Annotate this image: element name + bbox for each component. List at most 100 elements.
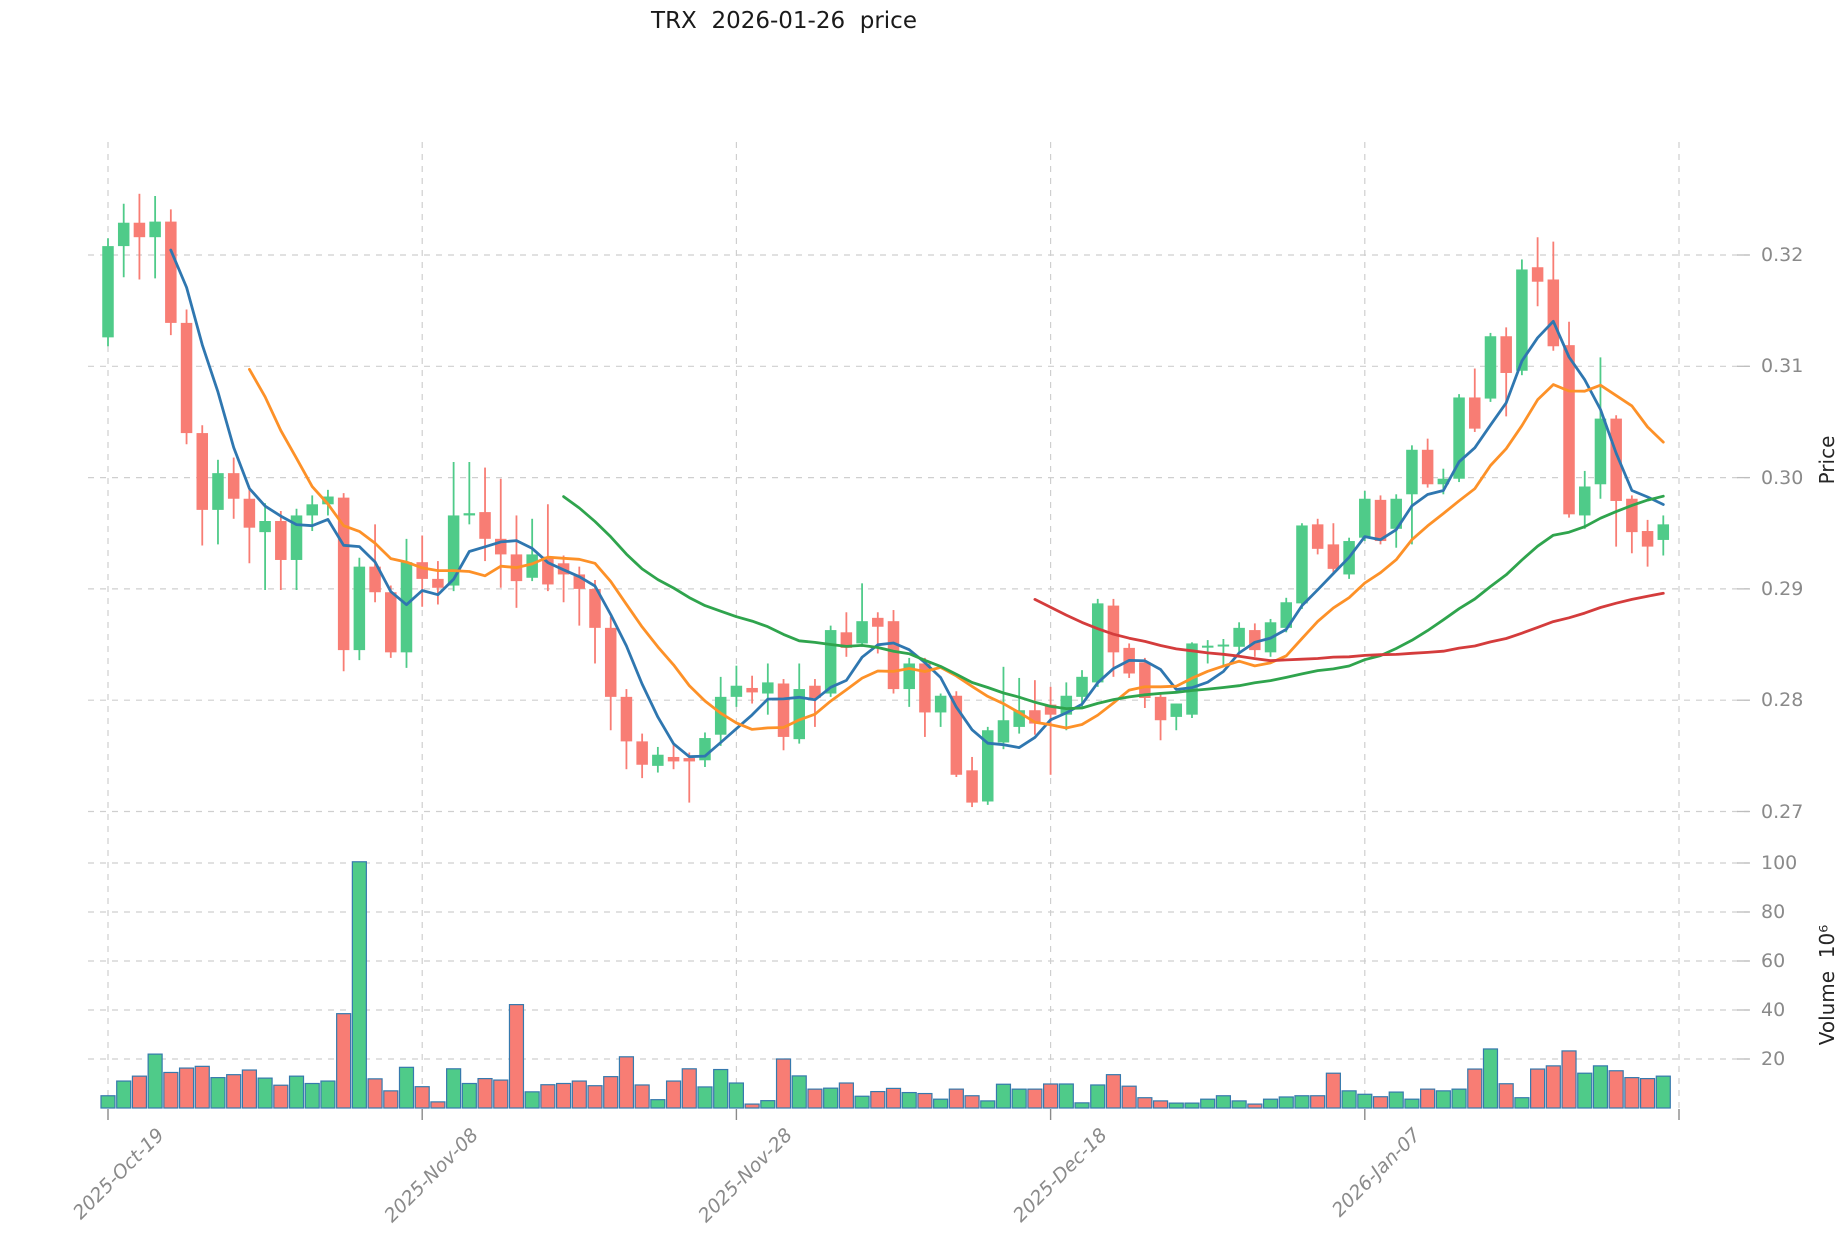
- candle-body: [369, 566, 381, 593]
- volume-bar: [367, 1078, 383, 1109]
- volume-bar: [650, 1099, 666, 1109]
- volume-bar: [1231, 1100, 1247, 1109]
- volume-bar: [760, 1100, 776, 1109]
- candle-body: [102, 246, 114, 338]
- volume-bar: [980, 1100, 996, 1109]
- volume-bar: [1561, 1050, 1577, 1109]
- candle-body: [934, 695, 947, 713]
- candle-body: [1484, 336, 1497, 399]
- volume-bar: [1137, 1097, 1153, 1109]
- volume-bar: [1451, 1088, 1467, 1109]
- volume-bar: [1294, 1095, 1310, 1109]
- candle-body: [887, 621, 900, 690]
- candle-body: [385, 592, 397, 653]
- volume-bar: [1341, 1090, 1357, 1109]
- candle-body: [1421, 449, 1434, 485]
- volume-bar: [838, 1082, 854, 1109]
- candle-body: [982, 730, 994, 802]
- volume-bar: [508, 1004, 525, 1109]
- candle-body: [856, 621, 868, 644]
- volume-bar: [854, 1095, 870, 1109]
- price-tick-label: 0.31: [1761, 355, 1804, 378]
- volume-bar: [1325, 1072, 1341, 1109]
- candle-body: [1437, 478, 1450, 485]
- chart-title: TRX 2026-01-26 price: [651, 8, 917, 34]
- volume-bar: [163, 1071, 179, 1109]
- volume-bar: [1215, 1095, 1232, 1109]
- candle-body: [180, 322, 193, 434]
- candle-body: [463, 513, 476, 516]
- volume-bar: [618, 1056, 635, 1109]
- volume-bar: [430, 1101, 446, 1109]
- volume-bar: [634, 1084, 650, 1109]
- candle-body: [322, 496, 334, 505]
- volume-bar: [147, 1053, 163, 1109]
- candle-body: [1311, 524, 1324, 549]
- volume-bar: [1577, 1072, 1593, 1109]
- candle-body: [165, 221, 177, 323]
- volume-bar: [728, 1082, 745, 1109]
- price-tick-label: 0.27: [1761, 800, 1804, 823]
- volume-bar: [210, 1077, 226, 1109]
- volume-bar: [1514, 1097, 1530, 1109]
- volume-bar: [304, 1082, 320, 1109]
- volume-bar: [1200, 1098, 1216, 1109]
- candle-body: [683, 758, 696, 762]
- volume-axis-title: Volume 10⁶: [1815, 924, 1839, 1046]
- candle-body: [762, 682, 774, 694]
- candle-body: [542, 556, 554, 585]
- volume-bar: [807, 1088, 823, 1109]
- volume-bar: [713, 1068, 729, 1109]
- volume-bar: [1121, 1085, 1137, 1109]
- candle-body: [212, 473, 224, 510]
- volume-bar: [1310, 1095, 1326, 1109]
- candle-body: [1139, 662, 1151, 698]
- candle-body: [730, 685, 743, 697]
- volume-bar: [995, 1083, 1012, 1109]
- candle-body: [1013, 710, 1025, 727]
- volume-bar: [587, 1085, 603, 1109]
- volume-bar: [1105, 1074, 1122, 1109]
- volume-bar: [571, 1080, 587, 1109]
- volume-bar: [461, 1082, 477, 1109]
- candle-body: [432, 578, 444, 588]
- candle-body: [1641, 531, 1654, 547]
- volume-bar: [351, 861, 367, 1109]
- candle-body: [966, 770, 978, 803]
- candle-body: [1044, 704, 1057, 715]
- candle-body: [667, 756, 680, 762]
- candle-body: [1390, 498, 1402, 529]
- candle-body: [840, 632, 853, 648]
- candle-body: [133, 222, 146, 238]
- volume-bar: [1278, 1096, 1294, 1109]
- volume-bar: [1262, 1098, 1279, 1109]
- volume-bar: [1545, 1065, 1561, 1109]
- volume-bar: [901, 1091, 917, 1109]
- volume-bar: [383, 1090, 399, 1109]
- volume-bar: [1655, 1075, 1671, 1109]
- volume-bar: [933, 1098, 949, 1109]
- candle-body: [1359, 498, 1371, 538]
- candle-body: [353, 566, 366, 651]
- volume-tick-label: 100: [1761, 852, 1798, 874]
- candle-body: [337, 497, 350, 651]
- candle-body: [1453, 397, 1465, 479]
- candle-body: [1249, 630, 1261, 651]
- candle-body: [824, 630, 837, 694]
- volume-tick-label: 60: [1761, 950, 1786, 972]
- candle-body: [1327, 544, 1340, 569]
- volume-tick-label: 40: [1761, 999, 1786, 1021]
- ma60-line: [1033, 591, 1665, 663]
- volume-bar: [775, 1058, 792, 1109]
- volume-bar: [414, 1086, 430, 1109]
- candle-body: [400, 562, 413, 653]
- volume-bar: [524, 1091, 540, 1109]
- candle-body: [589, 588, 601, 628]
- price-tick-label: 0.29: [1761, 577, 1804, 600]
- candle-body: [1154, 696, 1167, 721]
- candle-body: [196, 433, 209, 510]
- volume-bar: [288, 1075, 305, 1109]
- candle-body: [950, 695, 963, 775]
- volume-bar: [917, 1092, 933, 1109]
- candle-body: [275, 521, 287, 560]
